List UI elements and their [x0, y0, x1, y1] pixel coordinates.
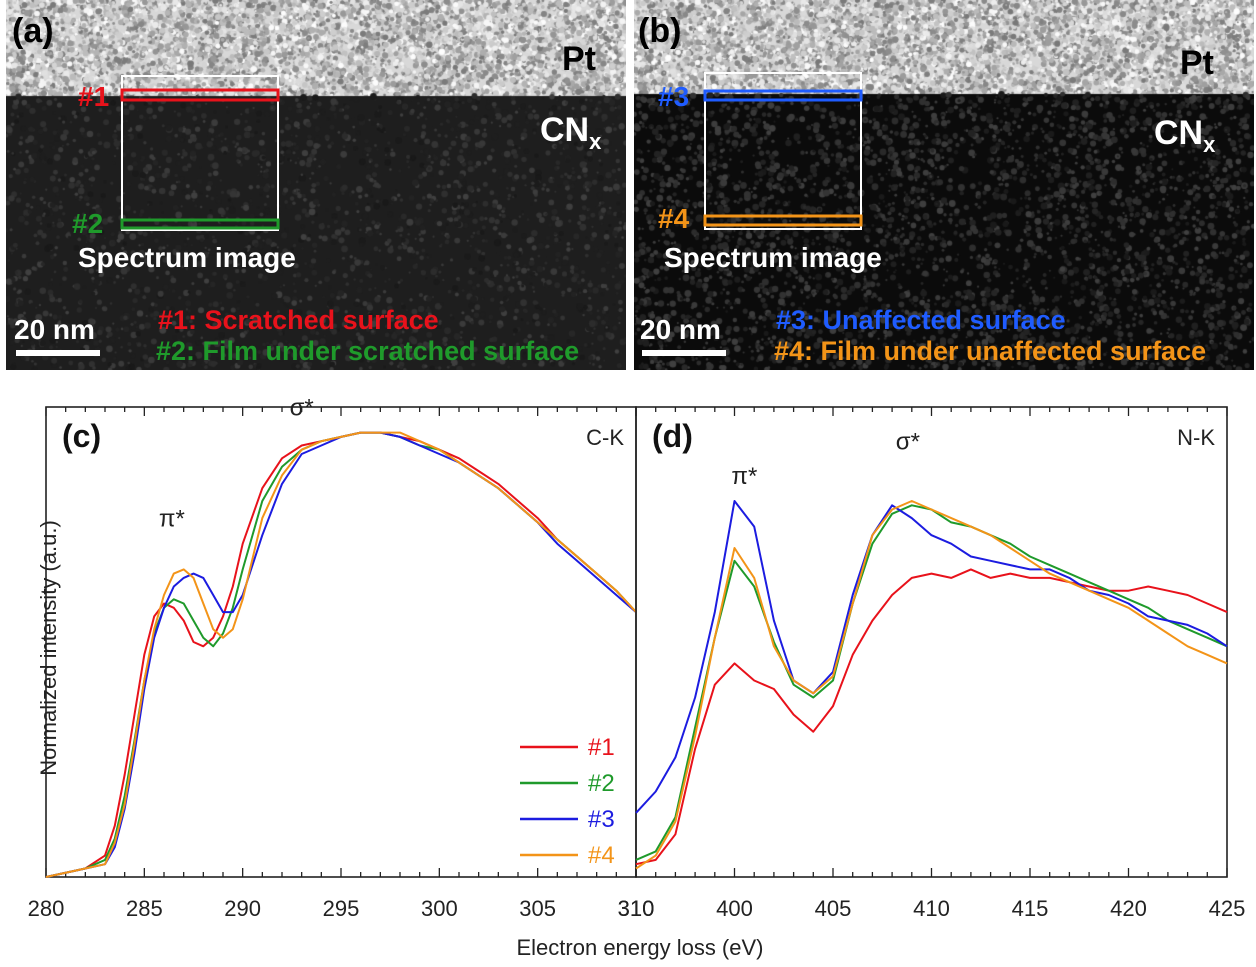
legend-label-3: #3 [588, 806, 615, 833]
chart-d-nitrogen-k-edge: 400 405 410 415 420 425 310 (d) N-K π* σ* [618, 406, 1246, 921]
region-4-box [703, 214, 863, 227]
series-line-3-c [45, 431, 637, 878]
cnx-label-a-sub: x [589, 128, 602, 154]
chart-c-carbon-k-edge: 280 285 290 295 300 305 310 (c) C-K π* σ* #1 #2 #3 #4 [28, 395, 655, 921]
series-line-1-d [635, 568, 1228, 866]
spectrum-image-label-b: Spectrum image [664, 242, 882, 273]
panel-a-letter: (a) [12, 12, 54, 50]
spectrum-image-label-a: Spectrum image [78, 242, 296, 273]
marker-3-label: #3 [658, 81, 690, 112]
cnx-label-a-main: CN [540, 111, 590, 149]
series-line-3-d [635, 500, 1228, 814]
cnx-label-b-sub: x [1203, 131, 1216, 157]
x-tick-label-c: 300 [421, 896, 458, 921]
marker-2-label: #2 [72, 208, 104, 239]
stem-image-b: (b) Pt CNx #3 #4 Spectrum image 20 nm #3… [634, 0, 1254, 370]
x-tick-label-d: 400 [716, 896, 753, 921]
x-tick-label-c: 295 [323, 896, 360, 921]
stem-image-a-texture [6, 0, 626, 370]
edge-label-d: N-K [1177, 425, 1215, 450]
peak-annotation-c: π* [159, 506, 185, 533]
legend-label-4: #4 [588, 842, 615, 869]
legend-4-text: #4: Film under unaffected surface [774, 336, 1207, 366]
legend-label-1: #1 [588, 734, 615, 761]
peak-annotation-d: π* [731, 463, 757, 490]
peak-annotation-d: σ* [896, 429, 920, 456]
pt-label-b: Pt [1180, 44, 1214, 82]
spectrum-image-box-b [704, 72, 862, 230]
panel-b-letter: (b) [638, 12, 682, 50]
peak-annotation-c: σ* [290, 395, 314, 422]
region-1-box [120, 88, 280, 102]
x-tick-label-d: 420 [1110, 896, 1147, 921]
stem-image-b-texture [634, 0, 1254, 370]
edge-label-c: C-K [586, 425, 624, 450]
legend-label-2: #2 [588, 770, 615, 797]
x-tick-label-c: 310 [618, 896, 655, 921]
plot-frame-d [635, 406, 1228, 878]
legend-1-text: #1: Scratched surface [158, 305, 439, 335]
scale-bar-b [642, 350, 726, 356]
scale-bar-a [16, 350, 100, 356]
scale-bar-label-b: 20 nm [640, 314, 721, 345]
x-tick-label-d: 410 [913, 896, 950, 921]
series-line-2-c [45, 431, 637, 878]
cnx-label-b-main: CN [1154, 114, 1204, 152]
legend-3-text: #3: Unaffected surface [776, 305, 1066, 335]
cnx-label-a: CNx [540, 113, 601, 153]
x-tick-label-c: 285 [126, 896, 163, 921]
x-tick-label-d: 425 [1209, 896, 1246, 921]
plot-frame-c [45, 406, 637, 878]
panel-b-overlay [642, 72, 863, 356]
cnx-label-b: CNx [1154, 116, 1215, 156]
x-tick-label-c: 305 [519, 896, 556, 921]
legend-2-text: #2: Film under scratched surface [156, 336, 580, 366]
y-axis-label: Normalized intensity (a.u.) [36, 520, 61, 776]
region-3-box [703, 89, 863, 102]
spectrum-image-box-a [121, 75, 279, 231]
scale-bar-label-a: 20 nm [14, 314, 95, 345]
x-tick-label-d: 310 [618, 896, 655, 921]
x-tick-label-c: 290 [224, 896, 261, 921]
pt-label-a: Pt [562, 40, 596, 78]
marker-1-label: #1 [78, 81, 110, 112]
panel-letter-d: (d) [652, 418, 693, 454]
x-tick-label-d: 405 [815, 896, 852, 921]
marker-4-label: #4 [658, 203, 690, 234]
series-line-4-d [635, 500, 1228, 870]
series-line-1-c [45, 431, 637, 878]
series-line-4-c [45, 431, 637, 878]
panel-a-overlay [16, 75, 280, 356]
x-axis-label: Electron energy loss (eV) [517, 935, 764, 960]
panel-letter-c: (c) [62, 418, 101, 454]
stem-image-a: (a) Pt CNx #1 #2 Spectrum image 20 nm #1… [6, 0, 626, 370]
x-tick-label-d: 415 [1012, 896, 1049, 921]
x-tick-label-c: 280 [28, 896, 65, 921]
region-2-box [120, 218, 280, 230]
